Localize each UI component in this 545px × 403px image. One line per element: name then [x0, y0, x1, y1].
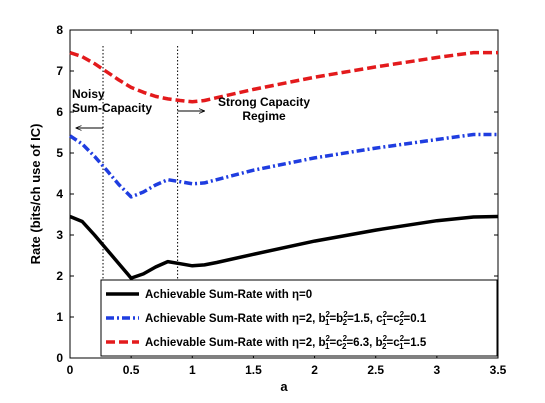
legend-entry-0: Achievable Sum-Rate with η=0 — [145, 289, 312, 301]
y-axis-label: Rate (bits/ch use of IC) — [28, 124, 43, 265]
legend-text-part: =1.5 — [404, 337, 427, 349]
series-line-1 — [69, 132, 498, 199]
y-tick-label: 2 — [56, 269, 63, 283]
legend-sub: 1 — [325, 318, 330, 327]
x-tick-label: 2.5 — [367, 363, 384, 377]
annotation-noisy-0: Noisy — [72, 87, 105, 101]
x-tick-label: 2 — [311, 363, 318, 377]
legend-box — [100, 279, 498, 357]
y-tick-label: 0 — [56, 351, 63, 365]
legend-text-part: =b — [329, 313, 343, 325]
legend-text-part: =6.3, b — [346, 337, 382, 349]
legend-sub: 2 — [342, 342, 347, 351]
y-tick-label: 6 — [56, 105, 63, 119]
y-tick-label: 1 — [56, 310, 63, 324]
legend-text-part: =c — [329, 337, 343, 349]
x-axis-label: a — [280, 379, 288, 394]
x-tick-label: 3 — [434, 363, 441, 377]
legend-text-part: =1.5, c — [347, 313, 383, 325]
legend-sup: 2 — [343, 334, 348, 343]
legend-sup: 2 — [343, 310, 348, 319]
legend-sup: 2 — [383, 334, 388, 343]
y-tick-label: 3 — [56, 228, 63, 242]
x-tick-label: 1.5 — [245, 363, 262, 377]
legend: Achievable Sum-Rate with η=0 Achievable S… — [100, 279, 498, 357]
legend-text-part: =c — [387, 337, 401, 349]
series-line-0 — [69, 214, 499, 280]
legend-sub: 2 — [382, 342, 387, 351]
series-line-2 — [69, 50, 498, 104]
legend-sup: 2 — [326, 334, 331, 343]
legend-text-prefix: Achievable Sum-Rate with η=2, b — [145, 337, 326, 349]
annotation-noisy-1: Sum-Capacity — [72, 101, 152, 115]
legend-sub: 1 — [382, 318, 387, 327]
y-tick-label: 8 — [56, 23, 63, 37]
legend-sup: 2 — [326, 310, 331, 319]
series-group — [69, 50, 499, 280]
legend-text-prefix: Achievable Sum-Rate with η=2, b — [145, 313, 326, 325]
legend-text-part: =0.1 — [404, 313, 427, 325]
y-tick-label: 7 — [56, 64, 63, 78]
legend-entry-2: Achievable Sum-Rate with η=2, b2 1=c2 2=6.… — [145, 334, 427, 351]
x-tick-label: 1 — [189, 363, 196, 377]
y-tick-label: 5 — [56, 146, 63, 160]
legend-sub: 1 — [325, 342, 330, 351]
legend-sup: 2 — [400, 310, 405, 319]
legend-sup: 2 — [400, 334, 405, 343]
legend-sub: 1 — [399, 342, 404, 351]
legend-text-prefix: Achievable Sum-Rate with η=0 — [145, 289, 312, 301]
legend-sub: 2 — [343, 318, 348, 327]
annotation-strong-1: Regime — [242, 109, 286, 123]
x-tick-label: 3.5 — [490, 363, 507, 377]
legend-sup: 2 — [383, 310, 388, 319]
legend-sub: 2 — [399, 318, 404, 327]
legend-entry-1: Achievable Sum-Rate with η=2, b2 1=b2 2=1.… — [145, 310, 427, 327]
annotation-strong-0: Strong Capacity — [218, 95, 310, 109]
x-tick-label: 0 — [67, 363, 74, 377]
y-tick-label: 4 — [56, 187, 63, 201]
legend-text-part: =c — [387, 313, 401, 325]
x-tick-label: 0.5 — [123, 363, 140, 377]
